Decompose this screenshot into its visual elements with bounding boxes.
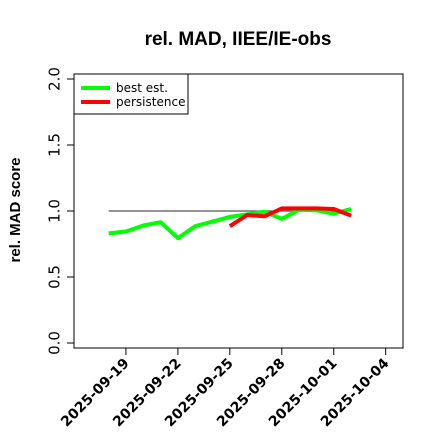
y-tick-label-4: 2.0 <box>45 67 63 91</box>
legend-box <box>73 73 189 115</box>
series-lines <box>108 206 352 241</box>
legend-label-persistence: persistence <box>116 95 185 109</box>
legend-label-best-est: best est. <box>116 81 168 95</box>
y-tick-label-2: 1.0 <box>45 199 63 223</box>
x-axis: 2025-09-192025-09-222025-09-252025-09-28… <box>58 348 393 430</box>
y-tick-label-3: 1.5 <box>45 133 63 157</box>
legend: best est. persistence <box>73 73 189 115</box>
series-line-persistence <box>228 206 352 228</box>
y-tick-label-0: 0.0 <box>45 331 63 355</box>
chart-title: rel. MAD, IIEE/IE-obs <box>145 29 332 50</box>
y-axis-label: rel. MAD score <box>7 157 24 262</box>
y-axis: 0.0 0.5 1.0 1.5 2.0 <box>45 67 74 355</box>
y-tick-label-1: 0.5 <box>45 265 63 289</box>
series-line-best-est <box>108 207 352 241</box>
